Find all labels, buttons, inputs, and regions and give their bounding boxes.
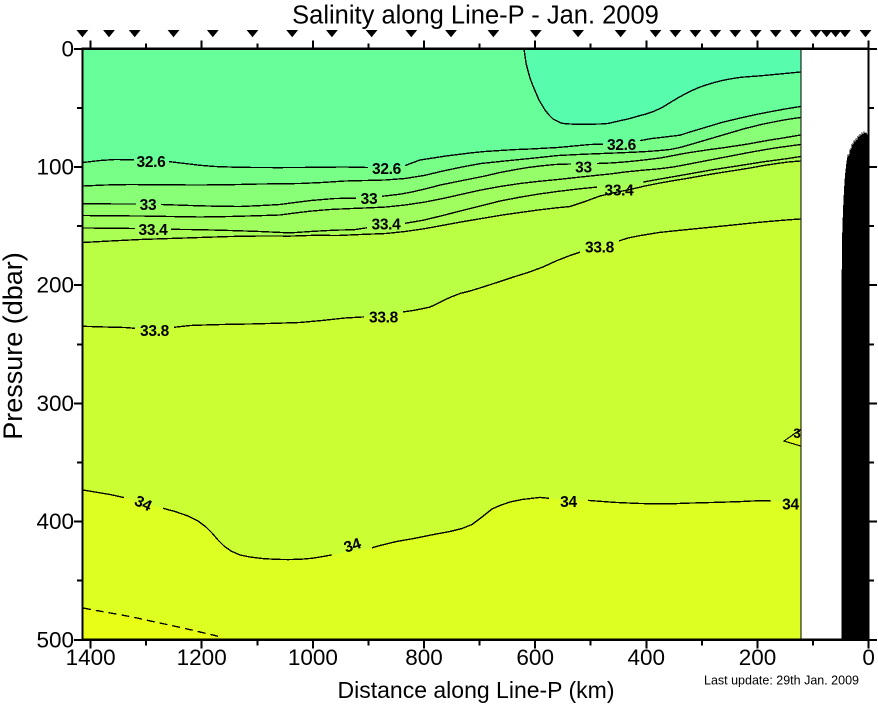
svg-text:33: 33 [140,197,157,214]
svg-text:33.8: 33.8 [585,240,615,257]
svg-text:33.8: 33.8 [369,310,399,327]
svg-text:34: 34 [132,493,155,516]
svg-text:200: 200 [36,273,74,298]
svg-text:Pressure (dbar): Pressure (dbar) [0,252,28,440]
svg-text:33.4: 33.4 [372,217,402,234]
svg-text:600: 600 [516,645,554,670]
svg-text:800: 800 [405,645,443,670]
svg-text:33.8: 33.8 [140,323,170,340]
svg-text:33: 33 [575,160,592,177]
svg-text:32.6: 32.6 [137,154,167,171]
svg-text:3: 3 [793,426,801,441]
svg-text:500: 500 [36,627,74,652]
svg-text:200: 200 [739,645,777,670]
svg-text:400: 400 [36,509,74,534]
svg-text:34: 34 [342,535,364,557]
svg-text:Last update: 29th Jan. 2009: Last update: 29th Jan. 2009 [704,674,859,688]
svg-text:0: 0 [862,645,875,670]
svg-text:1400: 1400 [66,645,116,670]
svg-text:300: 300 [36,391,74,416]
svg-text:33: 33 [361,191,378,208]
svg-text:34: 34 [560,494,577,511]
svg-text:0: 0 [61,36,74,61]
svg-text:33.4: 33.4 [605,183,635,200]
svg-text:400: 400 [628,645,666,670]
svg-text:33.4: 33.4 [139,222,169,239]
svg-text:Salinity along Line-P - Jan. 2: Salinity along Line-P - Jan. 2009 [292,2,659,30]
svg-text:1200: 1200 [177,645,227,670]
svg-text:1000: 1000 [288,645,338,670]
svg-text:32.6: 32.6 [372,161,402,178]
svg-text:Distance along Line-P (km): Distance along Line-P (km) [338,677,615,703]
svg-text:100: 100 [36,155,74,180]
svg-text:34: 34 [782,497,799,514]
svg-text:32.6: 32.6 [607,137,637,154]
